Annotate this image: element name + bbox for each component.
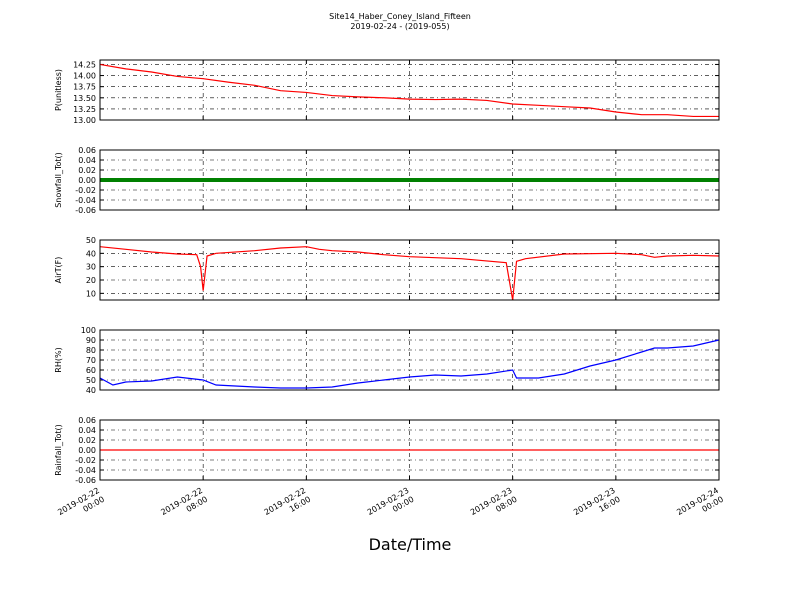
y-tick-label: 13.25 (73, 105, 96, 114)
y-tick-label: 100 (81, 326, 96, 335)
y-axis-label: P(unitless) (54, 69, 63, 111)
y-axis-label: Rainfall_Tot() (54, 424, 63, 476)
y-tick-label: -0.06 (75, 206, 96, 215)
y-tick-label: 60 (86, 366, 96, 375)
x-axis-label: Date/Time (369, 535, 452, 554)
plot-frame (99, 239, 720, 301)
y-tick-label: 0.00 (78, 446, 96, 455)
y-tick-label: -0.06 (75, 476, 96, 485)
y-axis-label: AirT(F) (54, 257, 63, 284)
y-tick-label: 70 (86, 356, 96, 365)
y-tick-label: 30 (86, 263, 96, 272)
y-axis-label: RH(%) (54, 347, 63, 372)
y-tick-label: 14.25 (73, 60, 96, 69)
y-tick-label: -0.04 (75, 196, 96, 205)
y-tick-label: 0.00 (78, 176, 96, 185)
y-tick-label: 14.00 (73, 72, 96, 81)
y-tick-label: 40 (86, 249, 96, 258)
y-tick-label: 13.50 (73, 94, 96, 103)
y-tick-label: 50 (86, 376, 96, 385)
plot-frame (99, 419, 720, 481)
y-tick-label: 0.02 (78, 166, 96, 175)
figure-title: Site14_Haber_Coney_Island_Fifteen (329, 12, 471, 21)
y-tick-label: 0.06 (78, 416, 96, 425)
plot-frame (99, 149, 720, 211)
y-tick-label: -0.04 (75, 466, 96, 475)
data-line (99, 63, 719, 118)
y-tick-label: 13.75 (73, 83, 96, 92)
y-tick-label: 0.06 (78, 146, 96, 155)
y-tick-label: 13.00 (73, 116, 96, 125)
y-tick-label: 20 (86, 276, 96, 285)
y-tick-label: 40 (86, 386, 96, 395)
plot-frame (99, 59, 720, 121)
data-line (99, 339, 720, 389)
figure-subtitle: 2019-02-24 - (2019-055) (350, 22, 449, 31)
y-tick-label: -0.02 (75, 186, 96, 195)
data-line (99, 246, 720, 301)
y-tick-label: 80 (86, 346, 96, 355)
y-tick-label: 0.04 (78, 156, 96, 165)
y-tick-label: -0.02 (75, 456, 96, 465)
y-tick-label: 0.04 (78, 426, 96, 435)
y-axis-label: Snowfall_Tot() (54, 152, 63, 208)
y-tick-label: 0.02 (78, 436, 96, 445)
y-tick-label: 10 (86, 289, 96, 298)
plot-frame (99, 329, 720, 391)
y-tick-label: 50 (86, 236, 96, 245)
y-tick-label: 90 (86, 336, 96, 345)
